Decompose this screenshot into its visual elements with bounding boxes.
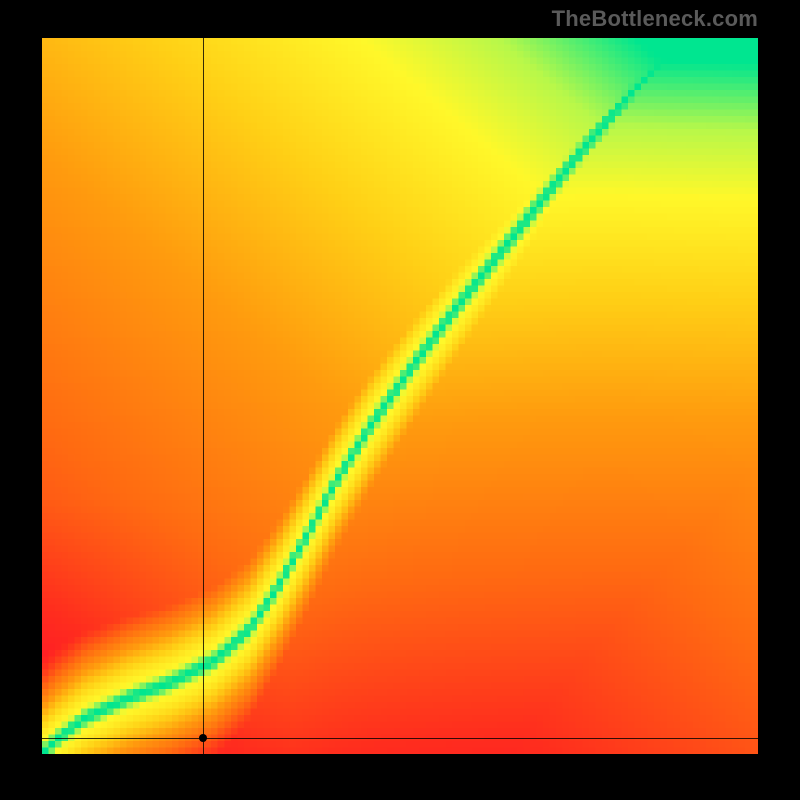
heatmap-canvas — [42, 38, 758, 754]
crosshair-marker — [199, 734, 207, 742]
watermark-text: TheBottleneck.com — [552, 6, 758, 32]
heatmap-plot — [42, 38, 758, 754]
